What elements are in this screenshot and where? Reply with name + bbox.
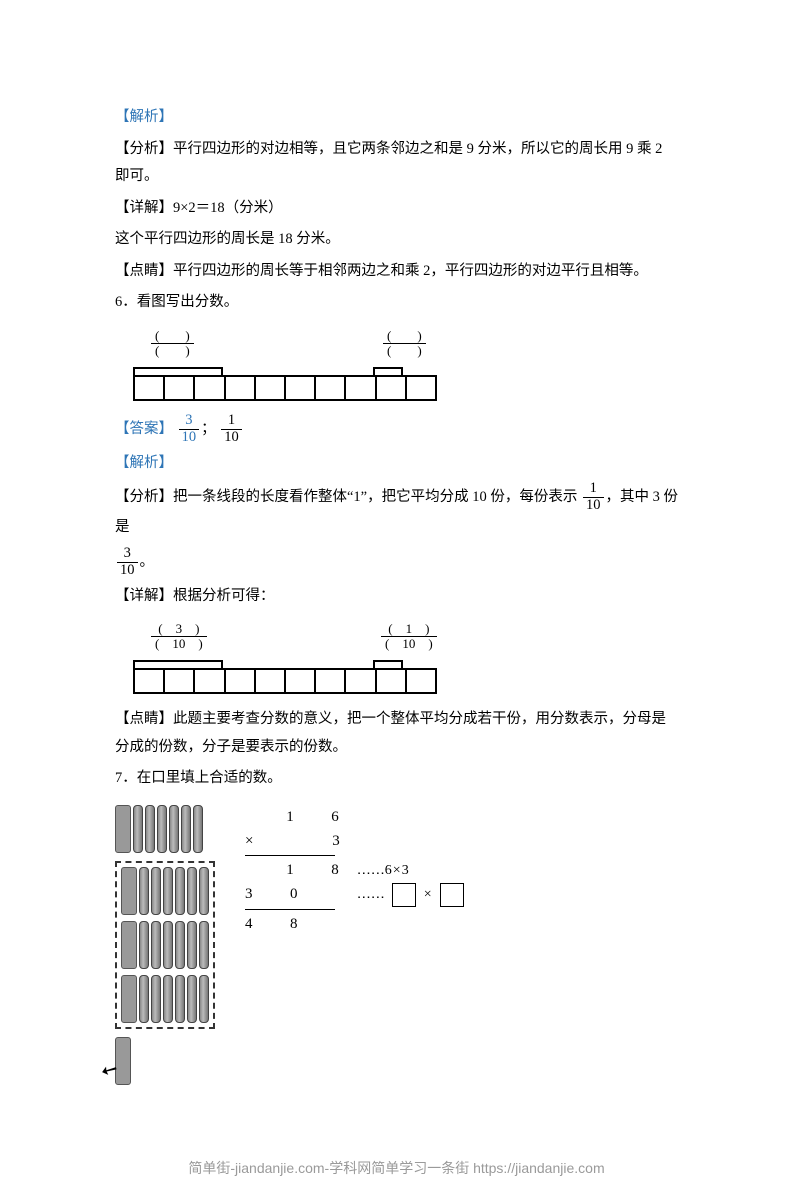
q6-blank-a-top: ( ) bbox=[151, 329, 194, 344]
label-xiangjie-2: 详解 bbox=[115, 588, 173, 604]
q6-blank-b-top: ( ) bbox=[383, 329, 426, 344]
label-xiangjie: 详解 bbox=[115, 200, 173, 216]
q6-title: 6．看图写出分数。 bbox=[115, 289, 678, 317]
frac-1-10: 1 10 bbox=[583, 481, 604, 514]
mul-side1: 6×3 bbox=[385, 863, 410, 878]
q6-answer-line: 答案 3 10 ； 1 10 bbox=[115, 413, 678, 446]
sec5-detail-calc: 9×2＝18（分米） bbox=[173, 200, 283, 216]
label-daan: 答案 bbox=[115, 421, 173, 437]
label-dianqing: 点睛 bbox=[115, 263, 173, 279]
label-fenxi-2: 分析 bbox=[115, 489, 173, 505]
sticks-column: ➚ bbox=[115, 805, 215, 1085]
q6-point-text: 此题主要考查分数的意义，把一个整体平均分成若干份，用分数表示，分母是分成的份数，… bbox=[115, 711, 666, 755]
sec5-detail: 详解9×2＝18（分米） bbox=[115, 195, 678, 223]
q6-analysis-prefix: 把一条线段的长度看作整体“1”，把它平均分成 10 份，每份表示 bbox=[173, 489, 577, 505]
q6-blank-b-bot: ( ) bbox=[383, 344, 426, 358]
q6-detail: 详解根据分析可得： bbox=[115, 583, 678, 611]
mul-side2-times: × bbox=[424, 887, 433, 902]
mul-r5: 4 8 bbox=[245, 912, 467, 936]
label-dianqing-2: 点睛 bbox=[115, 711, 173, 727]
q6-figure-filled: ( 3 ) ( 10 ) ( 1 ) ( 10 ) bbox=[133, 622, 453, 694]
q6-answer-frac-b: 1 10 bbox=[221, 413, 242, 446]
sec5-analysis: 分析平行四边形的对边相等，且它两条邻边之和是 9 分米，所以它的周长用 9 乘 … bbox=[115, 136, 678, 191]
frac-3-10: 3 10 bbox=[117, 546, 138, 579]
blank-box-2 bbox=[440, 883, 464, 907]
label-fenxi: 分析 bbox=[115, 141, 173, 157]
q7-title: 7．在口里填上合适的数。 bbox=[115, 765, 678, 793]
sec5-detail-sentence: 这个平行四边形的周长是 18 分米。 bbox=[115, 226, 678, 254]
q6-answer-sep: ； bbox=[201, 421, 216, 437]
sec5-analysis-text: 平行四边形的对边相等，且它两条邻边之和是 9 分米，所以它的周长用 9 乘 2 … bbox=[115, 141, 662, 185]
q6-figure-blank: ( ) ( ) ( ) ( ) bbox=[133, 329, 453, 401]
dots-icon-2 bbox=[357, 887, 385, 902]
blank-box-1 bbox=[392, 883, 416, 907]
q6-filled-a-bot: ( 10 ) bbox=[151, 637, 207, 651]
mul-r1: 1 6 bbox=[245, 805, 467, 829]
q6-analysis: 分析把一条线段的长度看作整体“1”，把它平均分成 10 份，每份表示 1 10 … bbox=[115, 481, 678, 541]
mul-r3: 1 8 bbox=[245, 858, 335, 882]
q6-analysis-suffix: 。 bbox=[140, 553, 155, 569]
q6-answer-frac-a: 3 10 bbox=[179, 413, 200, 446]
mul-r4: 3 0 bbox=[245, 882, 335, 906]
q7-figure: ➚ 1 6 × 3 1 8 6×3 3 0 × 4 8 bbox=[115, 805, 678, 1085]
sec5-point-text: 平行四边形的周长等于相邻两边之和乘 2，平行四边形的对边平行且相等。 bbox=[173, 263, 648, 279]
mul-r2: × 3 bbox=[245, 829, 467, 853]
q6-filled-a-top: ( 3 ) bbox=[151, 622, 207, 637]
q6-analysis-tail: 3 10 。 bbox=[115, 546, 678, 579]
page-footer: 简单街-jiandanjie.com-学科网简单学习一条街 https://ji… bbox=[0, 1155, 793, 1181]
long-multiplication: 1 6 × 3 1 8 6×3 3 0 × 4 8 bbox=[245, 805, 467, 936]
q6-detail-lead: 根据分析可得： bbox=[173, 588, 275, 604]
label-jiexi: 解析 bbox=[115, 109, 173, 125]
dots-icon bbox=[357, 863, 385, 878]
q6-filled-b-top: ( 1 ) bbox=[381, 622, 437, 637]
q6-point: 点睛此题主要考查分数的意义，把一个整体平均分成若干份，用分数表示，分母是分成的份… bbox=[115, 706, 678, 761]
q6-blank-a-bot: ( ) bbox=[151, 344, 194, 358]
q6-filled-b-bot: ( 10 ) bbox=[381, 637, 437, 651]
sec5-point: 点睛平行四边形的周长等于相邻两边之和乘 2，平行四边形的对边平行且相等。 bbox=[115, 258, 678, 286]
label-jiexi-2: 解析 bbox=[115, 455, 173, 471]
